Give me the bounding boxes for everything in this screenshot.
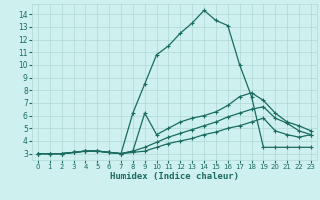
X-axis label: Humidex (Indice chaleur): Humidex (Indice chaleur) <box>110 172 239 181</box>
